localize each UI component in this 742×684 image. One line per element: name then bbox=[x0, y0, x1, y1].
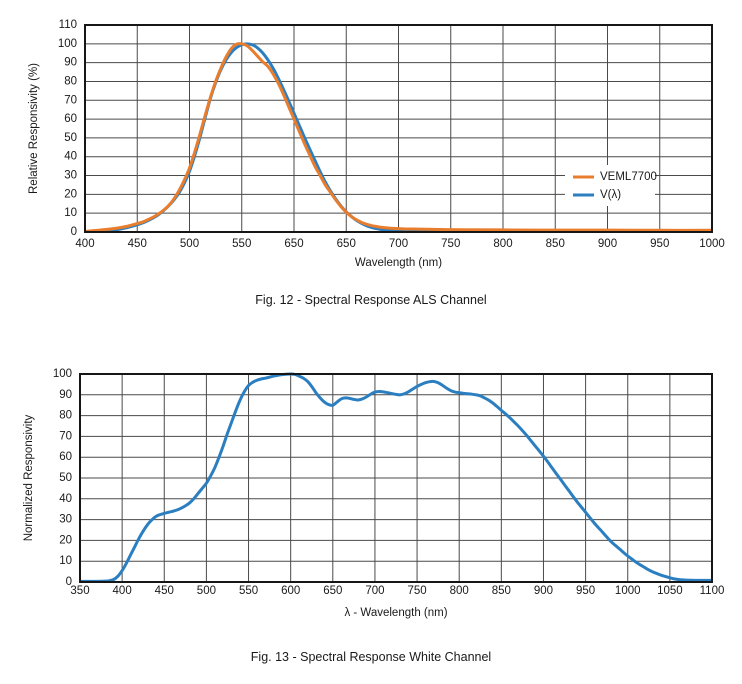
x-axis-title: Wavelength (nm) bbox=[355, 257, 442, 269]
x-tick-label: 1000 bbox=[699, 238, 725, 250]
series-group bbox=[80, 372, 712, 582]
y-tick-label: 30 bbox=[59, 514, 72, 526]
x-tick-label: 450 bbox=[128, 238, 147, 250]
x-tick-label: 1000 bbox=[615, 585, 641, 597]
y-tick-label: 70 bbox=[59, 430, 72, 442]
series-group bbox=[85, 42, 712, 232]
y-tick-label: 40 bbox=[64, 151, 77, 163]
x-tick-label: 550 bbox=[239, 585, 258, 597]
y-tick-label: 10 bbox=[64, 207, 77, 219]
y-tick-label: 80 bbox=[64, 75, 77, 87]
x-tick-label: 650 bbox=[323, 585, 342, 597]
x-tick-label: 700 bbox=[365, 585, 384, 597]
x-tick-label: 800 bbox=[493, 238, 512, 250]
y-tick-label: 90 bbox=[64, 57, 77, 69]
plot-border bbox=[84, 24, 713, 233]
y-tick-label: 50 bbox=[59, 472, 72, 484]
y-tick-label: 0 bbox=[66, 576, 72, 588]
fig13-caption: Fig. 13 - Spectral Response White Channe… bbox=[250, 650, 492, 664]
legend-label: V(λ) bbox=[600, 189, 621, 201]
x-tick-label: 700 bbox=[389, 238, 408, 250]
y-tick-label: 110 bbox=[59, 19, 77, 31]
y-tick-label: 0 bbox=[71, 226, 77, 238]
x-tick-label: 900 bbox=[598, 238, 617, 250]
legend-label: VEML7700 bbox=[600, 171, 657, 183]
y-tick-label: 100 bbox=[58, 38, 77, 50]
x-tick-label: 500 bbox=[197, 585, 216, 597]
x-tick-label: 1100 bbox=[700, 585, 725, 597]
x-tick-label: 950 bbox=[650, 238, 669, 250]
y-tick-label: 70 bbox=[64, 94, 77, 106]
als-channel-chart: 0 10 20 30 40 50 60 70 80 90 100 110 400 450 500 550 650… bbox=[28, 19, 725, 269]
y-tick-label: 20 bbox=[59, 534, 72, 546]
x-tick-label: 900 bbox=[534, 585, 553, 597]
x-tick-label: 650 bbox=[284, 238, 303, 250]
x-tick-label: 400 bbox=[75, 238, 94, 250]
y-tick-label: 50 bbox=[64, 132, 77, 144]
x-tick-label: 850 bbox=[492, 585, 511, 597]
x-tick-label: 800 bbox=[450, 585, 469, 597]
white-channel-chart: 0 10 20 30 40 50 60 70 80 90 100 350 400 450 500 550 600… bbox=[23, 368, 725, 619]
legend-background bbox=[565, 165, 655, 206]
y-tick-label: 60 bbox=[64, 113, 77, 125]
x-tick-label: 750 bbox=[441, 238, 460, 250]
x-tick-label: 550 bbox=[232, 238, 251, 250]
y-tick-label: 100 bbox=[53, 368, 72, 380]
series-path-veml7700 bbox=[85, 42, 712, 232]
y-tick-label: 10 bbox=[59, 555, 72, 567]
x-tick-label: 750 bbox=[407, 585, 426, 597]
y-axis-title: Normalized Responsivity bbox=[23, 414, 35, 541]
y-tick-label: 20 bbox=[64, 188, 77, 200]
x-tick-label: 950 bbox=[576, 585, 595, 597]
x-axis-title: λ - Wavelength (nm) bbox=[344, 607, 447, 619]
fig12-caption: Fig. 12 - Spectral Response ALS Channel bbox=[255, 293, 487, 307]
y-tick-label: 30 bbox=[64, 170, 77, 182]
x-tick-label: 500 bbox=[180, 238, 199, 250]
series-path-white-channel bbox=[80, 372, 712, 582]
x-tick-label: 450 bbox=[155, 585, 174, 597]
y-tick-label: 60 bbox=[59, 451, 72, 463]
y-axis-title: Relative Responsivity (%) bbox=[28, 63, 40, 194]
x-tick-label: 1050 bbox=[657, 585, 683, 597]
x-tick-label: 600 bbox=[281, 585, 300, 597]
x-tick-label: 650 bbox=[337, 238, 356, 250]
y-tick-label: 40 bbox=[59, 493, 72, 505]
x-tick-label: 400 bbox=[113, 585, 132, 597]
x-tick-label: 850 bbox=[546, 238, 565, 250]
plot-border bbox=[79, 373, 713, 583]
y-tick-label: 80 bbox=[59, 410, 72, 422]
y-tick-label: 90 bbox=[59, 389, 72, 401]
x-tick-label: 350 bbox=[70, 585, 89, 597]
